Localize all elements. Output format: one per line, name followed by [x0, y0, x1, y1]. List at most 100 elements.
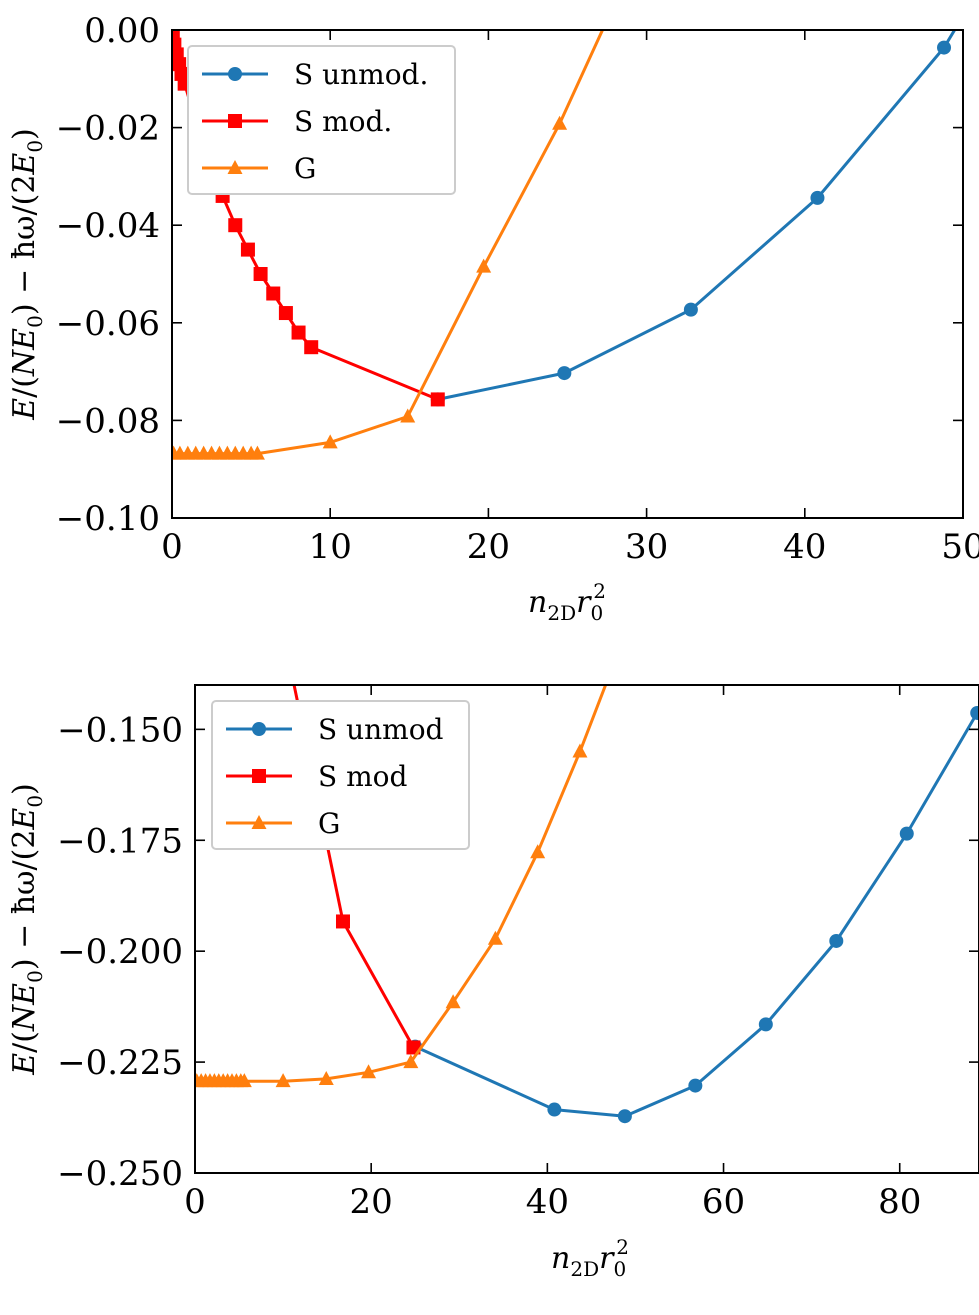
data-point — [962, 0, 976, 13]
y-tick-label: −0.250 — [57, 1154, 183, 1194]
data-point — [249, 445, 265, 460]
y-tick-label: 0.00 — [84, 11, 160, 51]
x-tick-label: 0 — [184, 1182, 206, 1222]
legend: S unmod S mod G — [211, 700, 470, 850]
data-point — [970, 705, 979, 720]
data-point — [430, 392, 445, 407]
legend-swatch-marker — [227, 160, 243, 174]
x-axis-label: n2Dr02 — [528, 579, 606, 625]
data-point — [552, 115, 568, 130]
y-axis-label: E/(NE0) − ħω/(2E0) — [7, 128, 47, 421]
data-point — [403, 1054, 419, 1069]
axis-ticks: 0 10 20 30 40 50 −0.10 −0.08 −0.06 −0.04 −0.02 0.00 — [56, 11, 979, 567]
legend: S unmod. S mod. G — [187, 45, 456, 195]
legend-swatch-marker — [228, 114, 242, 128]
data-point — [530, 844, 546, 859]
legend-item-s-unmod: S unmod — [226, 713, 444, 746]
data-point — [899, 826, 914, 841]
data-point — [557, 366, 572, 381]
y-tick-label: −0.08 — [56, 401, 160, 441]
series-group — [172, 0, 976, 460]
x-tick-label: 40 — [526, 1182, 569, 1222]
y-tick-label: −0.200 — [57, 932, 183, 972]
x-tick-label: 20 — [467, 527, 510, 567]
series-line — [437, 30, 957, 401]
x-tick-label: 80 — [878, 1182, 921, 1222]
series-g — [172, 12, 615, 460]
data-point — [829, 933, 844, 948]
y-axis-label: E/(NE0) − ħω/(2E0) — [7, 783, 47, 1076]
y-tick-label: −0.175 — [57, 821, 183, 861]
x-tick-label: 10 — [309, 527, 352, 567]
data-point — [275, 1073, 291, 1088]
x-tick-label: 60 — [702, 1182, 745, 1222]
series-group — [195, 634, 979, 1124]
series-s-unmod — [430, 0, 976, 407]
series-line — [414, 712, 979, 1118]
legend-item-g: G — [202, 152, 316, 185]
legend-swatch-marker — [228, 67, 242, 81]
data-point — [304, 340, 319, 355]
data-point — [476, 258, 492, 273]
data-point — [361, 1064, 377, 1079]
data-point — [572, 743, 588, 758]
y-tick-label: −0.150 — [57, 710, 183, 750]
x-tick-label: 0 — [161, 527, 183, 567]
x-axis-label: n2Dr02 — [551, 1235, 629, 1281]
legend-swatch-marker — [252, 722, 266, 736]
legend-box — [187, 45, 456, 195]
data-point — [335, 914, 350, 929]
x-tick-label: 20 — [350, 1182, 393, 1222]
legend-label: S mod. — [294, 105, 392, 138]
data-point — [602, 668, 617, 682]
legend-item-g: G — [226, 807, 340, 840]
legend-swatch-marker — [252, 769, 266, 783]
data-point — [810, 190, 825, 205]
legend-label: S mod — [318, 760, 407, 793]
data-point — [278, 634, 292, 648]
data-point — [266, 286, 281, 301]
data-point — [228, 218, 243, 233]
axis-ticks: 0 20 40 60 80 −0.250 −0.225 −0.200 −0.175 −0.150 — [57, 685, 979, 1222]
legend-box — [211, 700, 470, 850]
legend-item-s-unmod: S unmod. — [202, 58, 428, 91]
x-tick-label: 50 — [941, 527, 979, 567]
data-point — [683, 302, 698, 317]
data-point — [291, 325, 306, 340]
data-point — [758, 1017, 773, 1032]
series-s-unmod — [408, 705, 979, 1124]
legend-label: G — [318, 807, 340, 840]
y-tick-label: −0.10 — [56, 499, 160, 539]
data-point — [253, 267, 268, 281]
y-tick-label: −0.02 — [56, 109, 160, 149]
data-point — [236, 1073, 252, 1088]
data-point — [600, 12, 615, 26]
data-point — [487, 930, 503, 945]
data-point — [400, 408, 416, 423]
y-tick-label: −0.225 — [57, 1043, 183, 1083]
data-point — [322, 434, 338, 449]
data-point — [445, 994, 461, 1009]
legend-item-s-mod: S mod. — [202, 105, 392, 138]
y-tick-label: −0.06 — [56, 304, 160, 344]
chart-bottom: 0 20 40 60 80−0.250−0.225−0.200−0.175−0.150 … — [7, 634, 979, 1281]
y-tick-label: −0.04 — [56, 206, 160, 246]
data-point — [617, 1109, 632, 1124]
x-tick-label: 30 — [625, 527, 668, 567]
chart-top: 0 10 20 30 40 50 −0.10 −0.08 −0.06 −0.04 −0.02 0.00… — [7, 0, 979, 625]
legend-item-s-mod: S mod — [226, 760, 407, 793]
plot-frame — [171, 29, 964, 519]
series-g — [195, 668, 617, 1088]
data-point — [937, 40, 952, 55]
legend-swatch-marker — [251, 815, 267, 829]
x-tick-label: 40 — [783, 527, 826, 567]
legend-label: S unmod — [318, 713, 444, 746]
data-point — [547, 1102, 562, 1117]
plot-frame — [194, 684, 979, 1174]
data-point — [240, 242, 255, 257]
data-point — [688, 1078, 703, 1093]
data-point — [172, 30, 180, 42]
legend-label: S unmod. — [294, 58, 428, 91]
data-point — [172, 37, 182, 52]
